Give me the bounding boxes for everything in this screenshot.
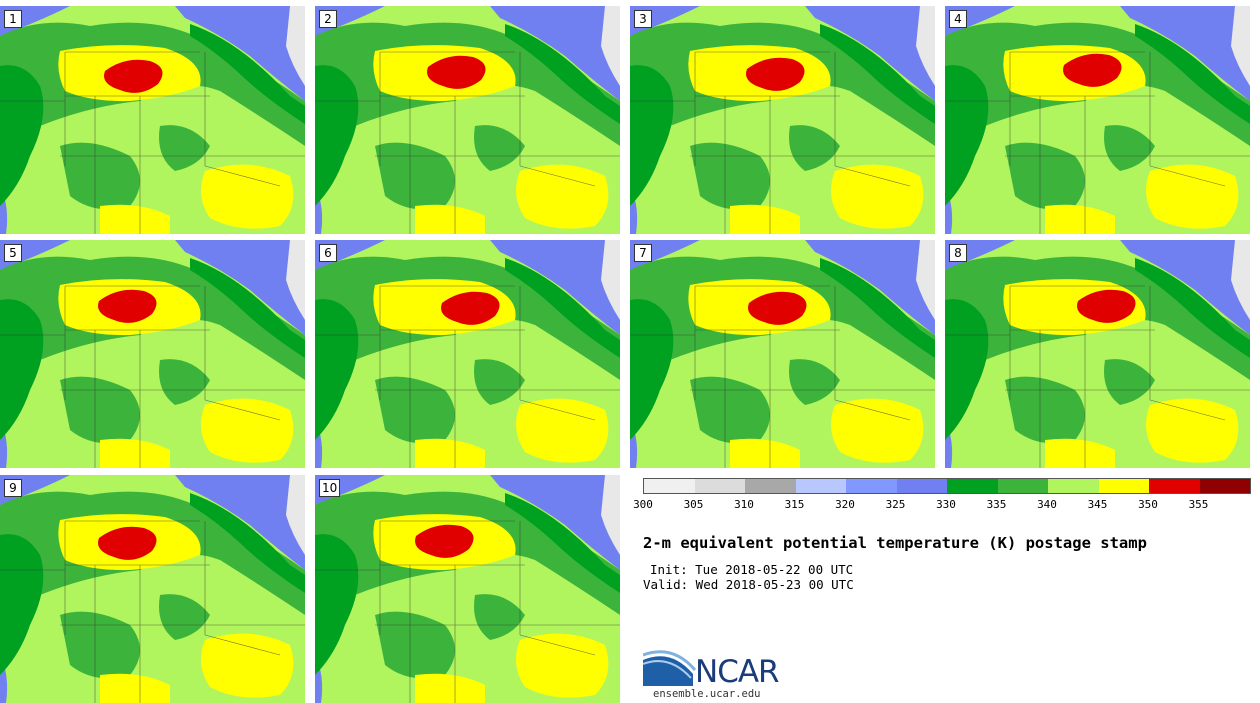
colorbar-tick-label: 335 xyxy=(986,498,1007,511)
colorbar-swatch xyxy=(846,479,897,493)
panel-number: 9 xyxy=(4,479,22,497)
colorbar-tick-label: 340 xyxy=(1037,498,1057,511)
panel-number: 10 xyxy=(319,479,341,497)
colorbar-swatch xyxy=(947,479,998,493)
colorbar-ticks: 300 305 310 315 320 325 330 335 340 345 350 355 xyxy=(633,498,1249,512)
postage-stamp-panel: 5 xyxy=(0,240,305,468)
colorbar-swatch xyxy=(795,479,846,493)
postage-stamp-panel: 6 xyxy=(315,240,620,468)
colorbar-swatch xyxy=(1098,479,1149,493)
colorbar-tick-label: 320 xyxy=(835,498,855,511)
panel-number: 7 xyxy=(634,244,652,262)
postage-stamp-panel: 7 xyxy=(630,240,935,468)
panel-number: 2 xyxy=(319,10,337,28)
postage-stamp-panel: 9 xyxy=(0,475,305,703)
colorbar-tick-label: 330 xyxy=(936,498,956,511)
logo-url: ensemble.ucar.edu xyxy=(653,688,761,700)
colorbar-tick-label: 345 xyxy=(1087,498,1108,511)
colorbar-swatch xyxy=(1048,479,1099,493)
panel-number: 1 xyxy=(4,10,22,28)
valid-time: Valid: Wed 2018-05-23 00 UTC xyxy=(643,577,854,592)
postage-stamp-panel: 2 xyxy=(315,6,620,234)
postage-stamp-panel: 8 xyxy=(945,240,1250,468)
colorbar-tick-label: 355 xyxy=(1188,498,1209,511)
panel-number: 4 xyxy=(949,10,967,28)
ncar-logo-icon xyxy=(643,650,697,686)
colorbar-swatch xyxy=(644,479,695,493)
colorbar-swatch xyxy=(694,479,745,493)
panel-number: 8 xyxy=(949,244,967,262)
postage-stamp-panel: 1 xyxy=(0,6,305,234)
postage-stamp-panel: 4 xyxy=(945,6,1250,234)
init-time: Init: Tue 2018-05-22 00 UTC xyxy=(650,562,854,577)
colorbar xyxy=(643,478,1251,494)
panel-number: 3 xyxy=(634,10,652,28)
colorbar-tick-label: 315 xyxy=(784,498,805,511)
panel-number: 6 xyxy=(319,244,337,262)
colorbar-swatch xyxy=(997,479,1048,493)
colorbar-tick-label: 300 xyxy=(633,498,653,511)
colorbar-swatch xyxy=(896,479,947,493)
colorbar-tick-label: 350 xyxy=(1138,498,1158,511)
chart-title: 2-m equivalent potential temperature (K)… xyxy=(643,534,1147,552)
colorbar-tick-label: 310 xyxy=(734,498,754,511)
panel-number: 5 xyxy=(4,244,22,262)
colorbar-tick-label: 305 xyxy=(683,498,704,511)
colorbar-swatch xyxy=(745,479,796,493)
logo-name: NCAR xyxy=(695,654,780,690)
postage-stamp-panel: 10 xyxy=(315,475,620,703)
colorbar-swatch xyxy=(1149,479,1200,493)
colorbar-swatch xyxy=(1199,479,1250,493)
colorbar-tick-label: 325 xyxy=(885,498,906,511)
postage-stamp-panel: 3 xyxy=(630,6,935,234)
